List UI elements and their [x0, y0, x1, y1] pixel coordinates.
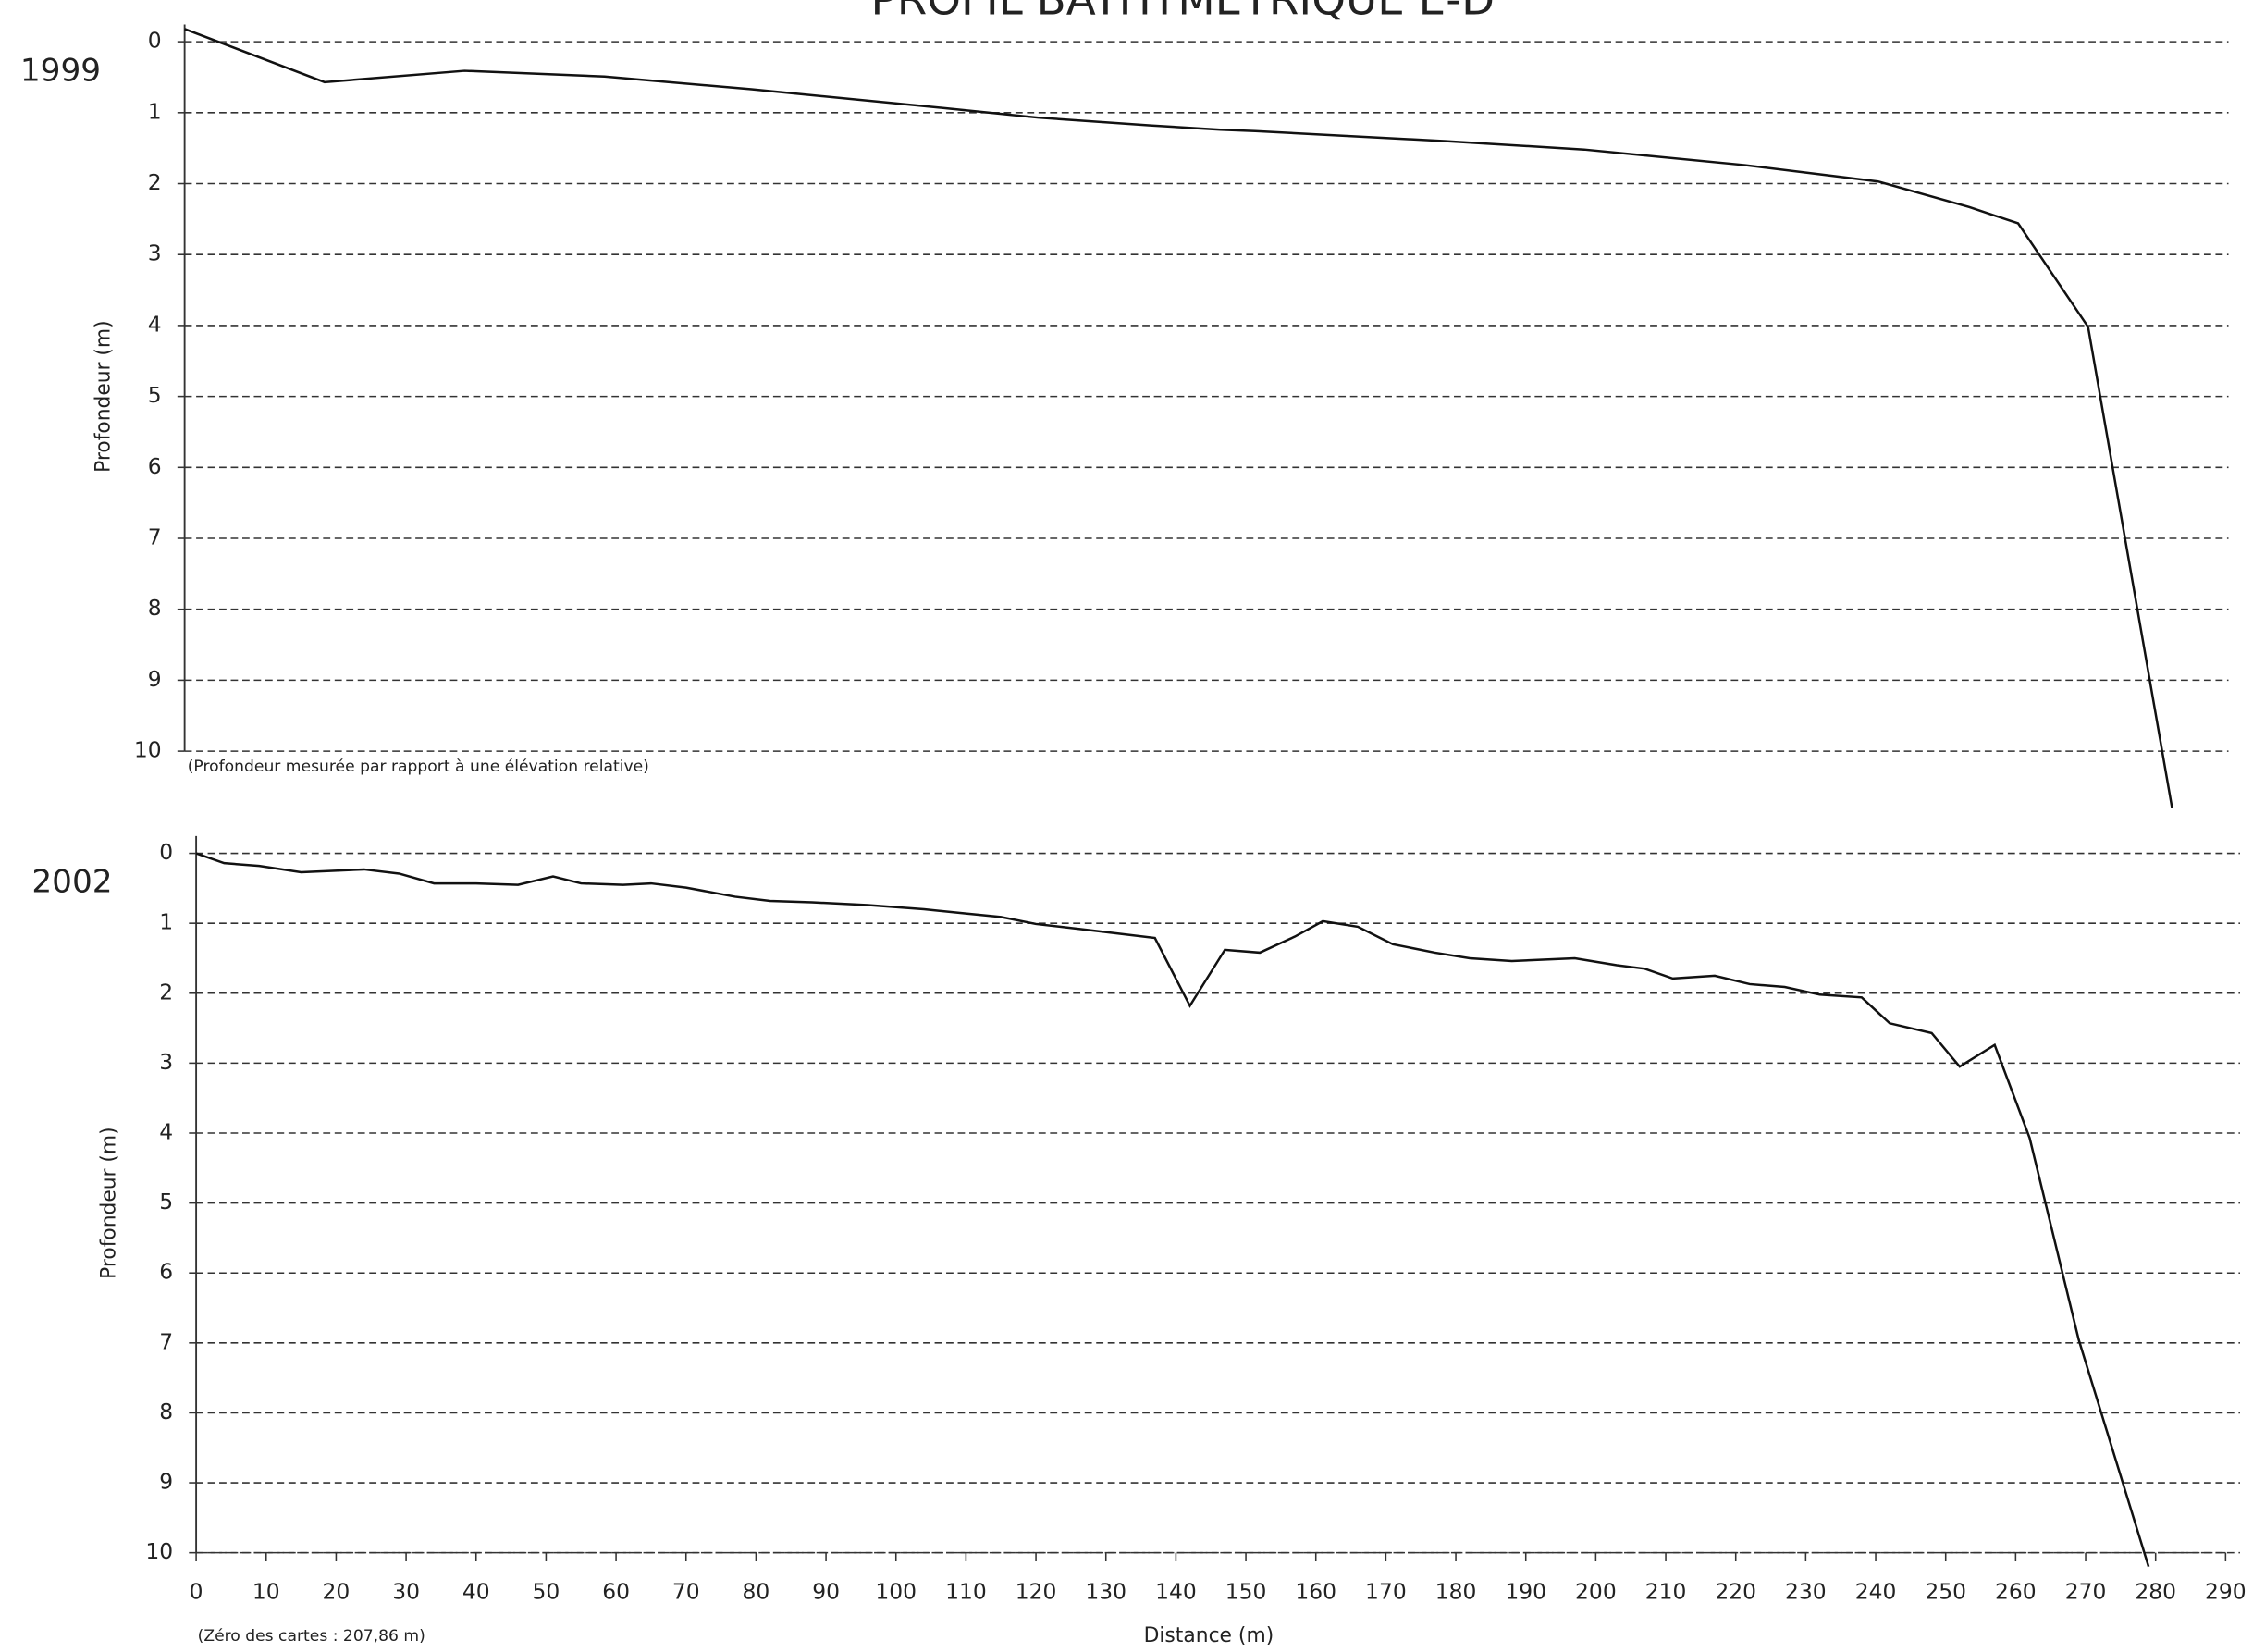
y-tick-label: 2: [148, 169, 162, 195]
note: (Zéro des cartes : 207,86 m): [198, 1627, 425, 1646]
chart-label: 1999: [20, 52, 101, 89]
x-tick-label: 250: [1925, 1579, 1966, 1605]
y-tick-label: 3: [148, 240, 162, 266]
x-tick-label: 290: [2205, 1579, 2247, 1605]
x-tick-label: 50: [533, 1579, 560, 1605]
y-tick-label: 9: [159, 1469, 173, 1495]
y-tick-label: 4: [159, 1119, 173, 1145]
x-tick-label: 260: [1995, 1579, 2037, 1605]
x-tick-label: 140: [1155, 1579, 1197, 1605]
chart-label: 2002: [31, 864, 112, 901]
x-tick-label: 80: [743, 1579, 770, 1605]
x-tick-label: 130: [1085, 1579, 1126, 1605]
y-tick-label: 7: [159, 1328, 173, 1354]
y-tick-label: 0: [159, 839, 173, 865]
y-tick-label: 0: [148, 28, 162, 54]
x-tick-label: 270: [2065, 1579, 2107, 1605]
y-tick-label: 2: [159, 979, 173, 1005]
y-axis-label: Profondeur (m): [92, 320, 115, 472]
x-tick-label: 220: [1715, 1579, 1756, 1605]
x-tick-label: 10: [252, 1579, 280, 1605]
x-tick-label: 180: [1435, 1579, 1477, 1605]
figure-title: PROFIL BATHYMÉTRIQUE E-D: [870, 0, 1495, 26]
y-tick-label: 9: [148, 666, 162, 692]
x-tick-label: 240: [1855, 1579, 1897, 1605]
y-tick-label: 4: [148, 311, 162, 337]
x-tick-label: 110: [945, 1579, 987, 1605]
y-tick-label: 6: [148, 453, 162, 479]
y-tick-label: 8: [148, 595, 162, 621]
x-tick-label: 190: [1505, 1579, 1546, 1605]
y-tick-label: 6: [159, 1259, 173, 1285]
x-tick-label: 230: [1785, 1579, 1827, 1605]
x-tick-label: 0: [190, 1579, 203, 1605]
x-axis-label: Distance (m): [1144, 1624, 1274, 1647]
x-tick-label: 160: [1295, 1579, 1336, 1605]
y-tick-label: 1: [159, 909, 173, 935]
y-tick-label: 1: [148, 98, 162, 124]
x-tick-label: 200: [1575, 1579, 1617, 1605]
y-tick-label: 3: [159, 1049, 173, 1075]
x-tick-label: 20: [323, 1579, 351, 1605]
y-tick-label: 10: [145, 1538, 173, 1564]
y-tick-label: 8: [159, 1399, 173, 1424]
x-tick-label: 40: [462, 1579, 490, 1605]
y-tick-label: 7: [148, 524, 162, 550]
profile-line: [195, 852, 2150, 1568]
y-axis-label: Profondeur (m): [98, 1127, 121, 1278]
profile-line: [184, 28, 2173, 808]
x-tick-label: 120: [1016, 1579, 1057, 1605]
y-tick-label: 5: [148, 382, 162, 408]
x-tick-label: 60: [602, 1579, 630, 1605]
x-tick-label: 280: [2135, 1579, 2176, 1605]
x-tick-label: 170: [1365, 1579, 1407, 1605]
x-tick-label: 70: [672, 1579, 700, 1605]
x-tick-label: 150: [1225, 1579, 1267, 1605]
x-tick-label: 210: [1645, 1579, 1687, 1605]
x-tick-label: 90: [812, 1579, 840, 1605]
x-tick-label: 30: [392, 1579, 420, 1605]
y-tick-label: 10: [134, 737, 162, 763]
y-tick-label: 5: [159, 1189, 173, 1214]
x-tick-label: 100: [875, 1579, 917, 1605]
note: (Profondeur mesurée par rapport à une él…: [188, 758, 649, 776]
